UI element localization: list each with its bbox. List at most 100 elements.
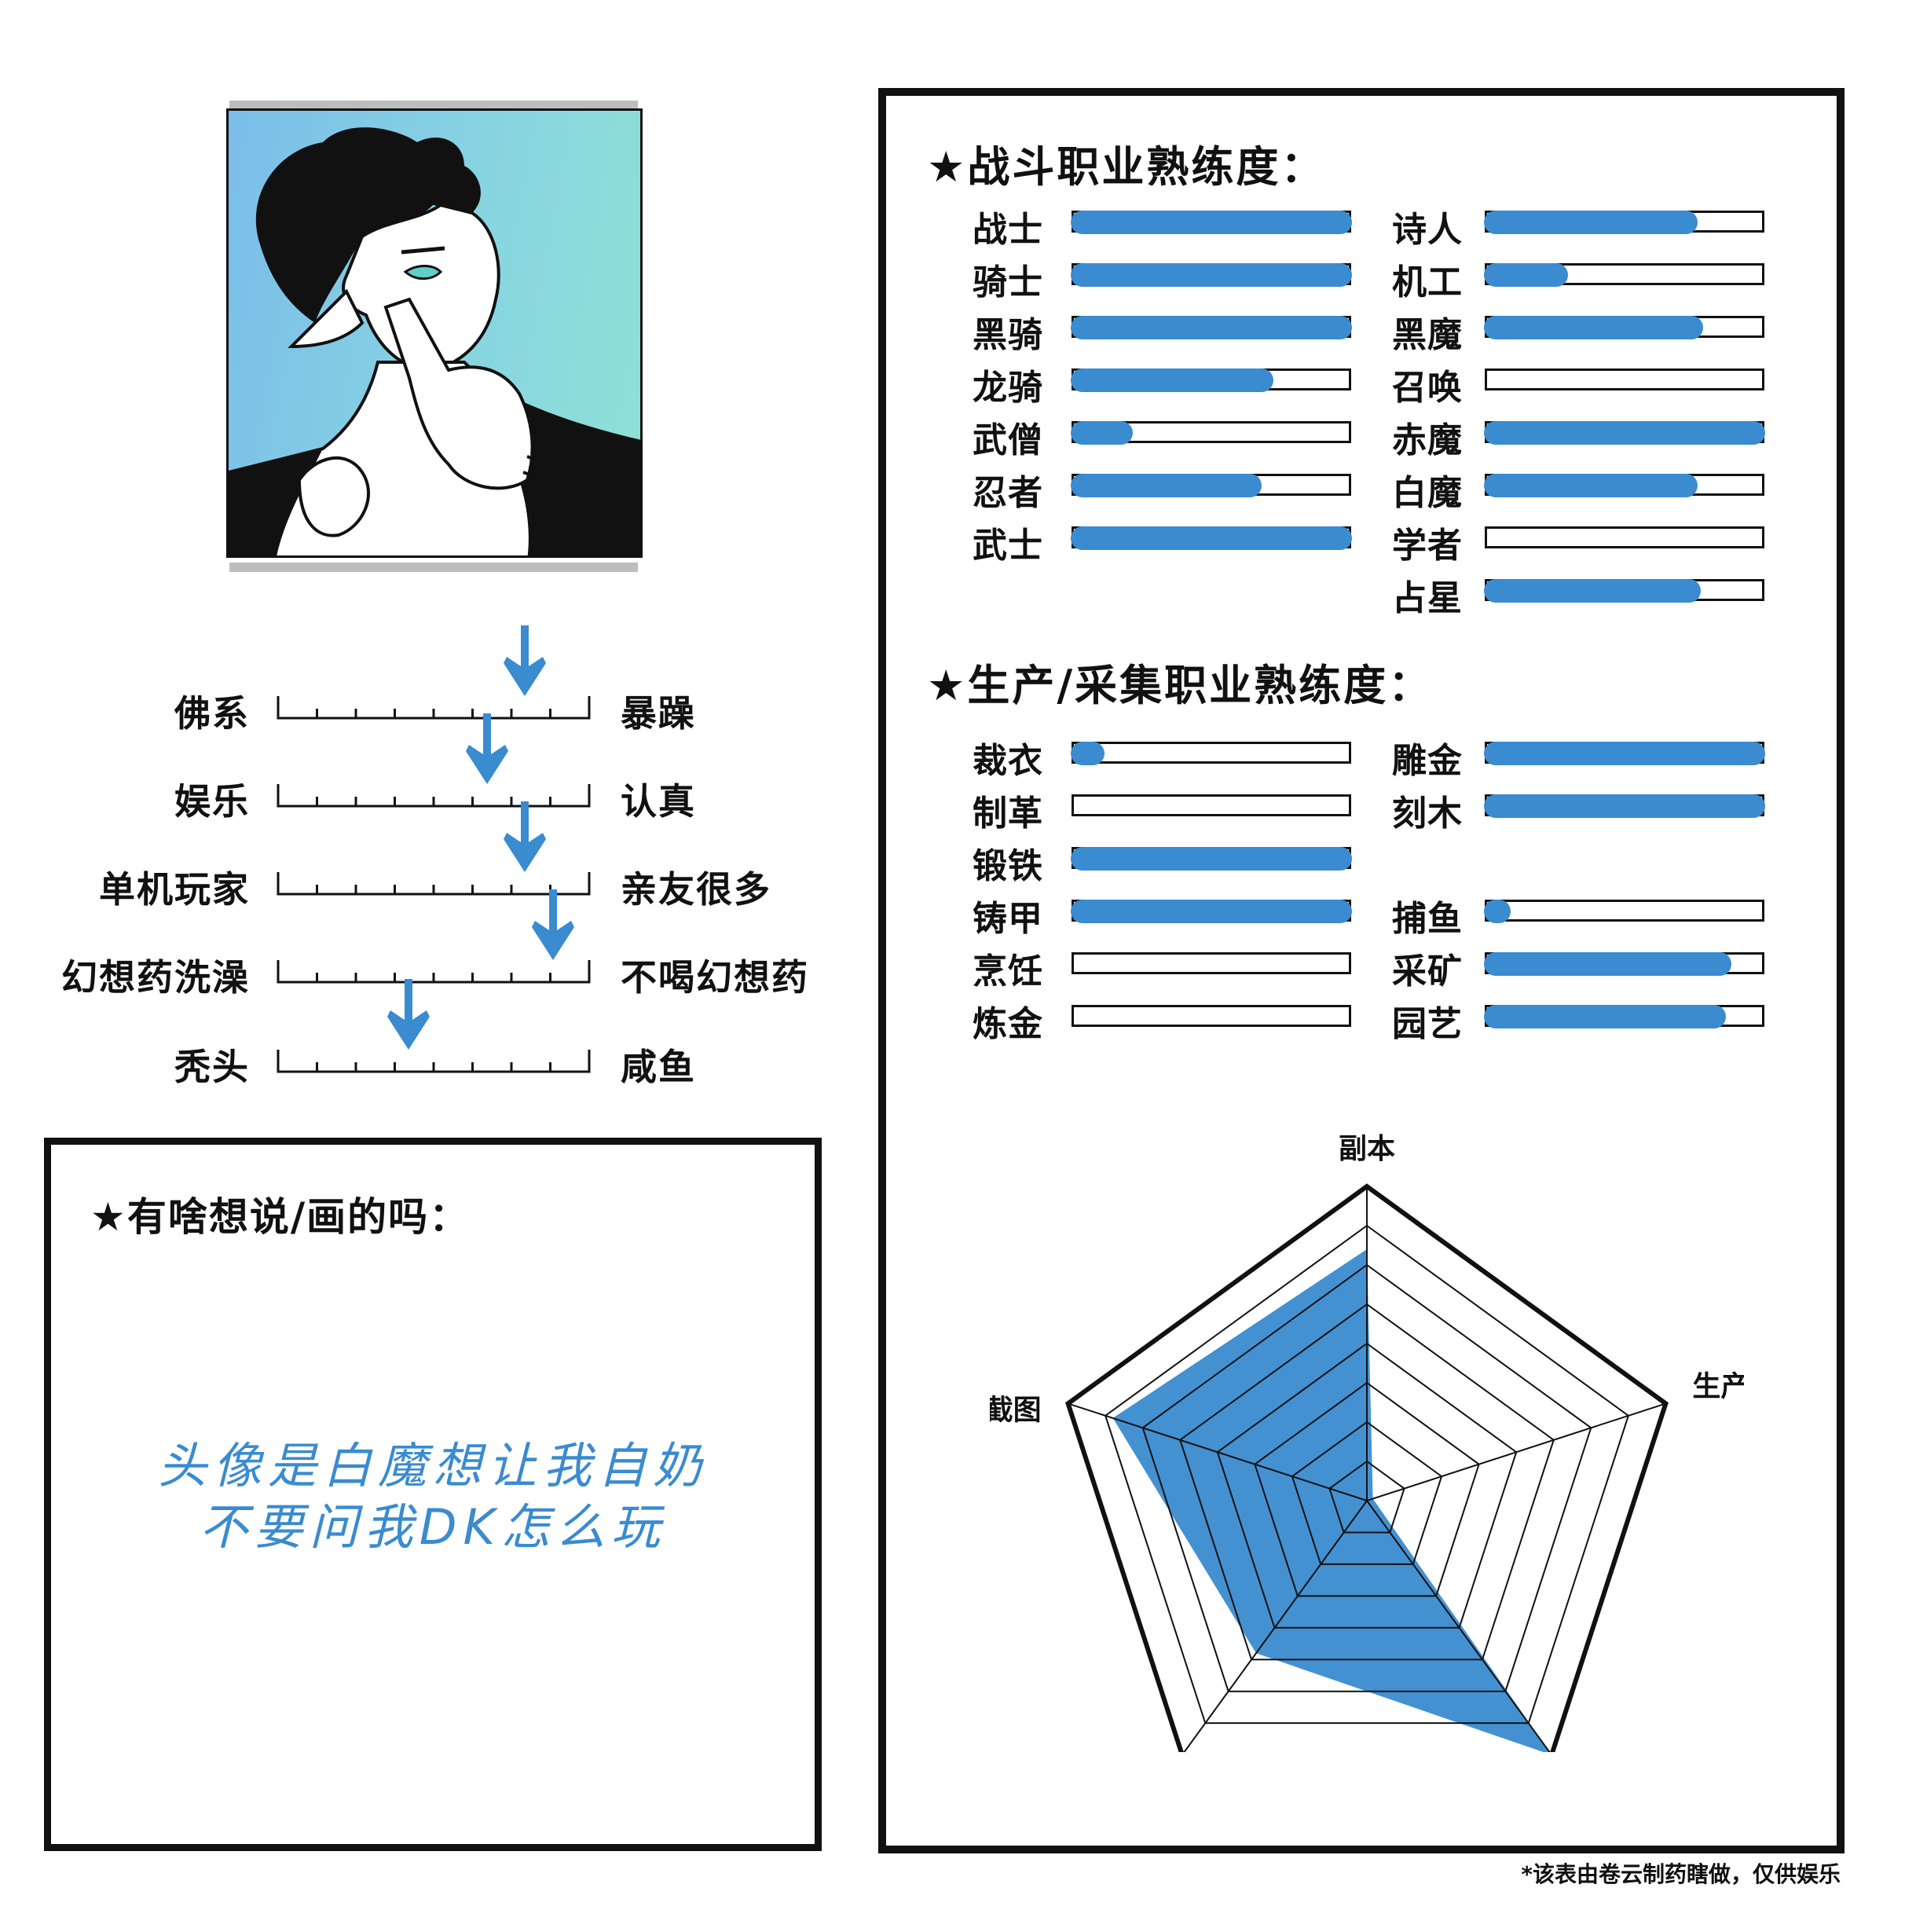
job-label: 学者 [1392,526,1463,566]
radar-grid-ring [1141,1263,1592,1692]
job-progress-bar [1071,211,1352,234]
job-progress-bar [1484,742,1765,765]
radar-series-area [1112,1249,1550,1752]
job-progress-bar [1485,526,1764,548]
job-progress-bar [1485,368,1764,390]
job-progress-fill [1071,900,1352,923]
job-progress-fill [1071,368,1273,392]
job-progress-bar [1071,847,1352,871]
job-label: 武士 [973,526,1043,566]
job-progress-fill [1484,211,1698,234]
job-progress-fill [1071,526,1352,550]
job-progress-bar [1484,211,1764,234]
scale-marker-arrow [504,625,546,696]
job-progress-fill [1484,900,1511,923]
crafting-title: ★生产/采集职业熟练度： [927,661,1434,710]
radar-axis [1068,1402,1368,1501]
comment-title: ★有啥想说/画的吗： [90,1194,471,1240]
radar-grid-ring [1216,1342,1518,1629]
job-progress-fill [1071,263,1352,287]
job-progress-bar [1072,794,1351,816]
job-label: 诗人 [1392,210,1463,250]
avatar-frame [222,101,646,572]
job-progress-fill [1071,474,1262,497]
job-progress-bar [1484,263,1764,287]
job-label: 裁衣 [973,741,1043,781]
job-progress-fill [1484,421,1765,445]
job-progress-bar [1071,900,1352,923]
scale-right-label: 不喝幻想药 [621,956,809,999]
scale-left-label: 秃头 [174,1046,250,1088]
job-progress-bar [1484,794,1765,818]
avatar-shadow-top [229,101,638,110]
job-label: 制革 [973,794,1043,834]
avatar-shadow-bottom [229,563,638,572]
job-label: 锻铁 [973,846,1043,886]
scale-track [277,955,591,984]
job-label: 雕金 [1392,741,1463,781]
avatar-illustration [229,127,640,555]
scale-marker-arrow [532,889,574,960]
job-label: 占星 [1392,578,1463,618]
comment-text: 头像是白魔想让我自奶 不要问我DK怎么玩 [51,1435,815,1558]
footnote: *该表由卷云制药瞎做，仅供娱乐 [1521,1861,1841,1887]
scale-track [277,867,591,896]
job-label: 黑骑 [973,315,1043,355]
comment-line-1: 头像是白魔想让我自奶 [157,1437,708,1494]
scale-marker-arrow [504,801,546,872]
scale-marker-arrow [466,713,508,784]
job-label: 采矿 [1392,951,1463,992]
job-label: 炼金 [973,1004,1043,1044]
combat-title: ★战斗职业熟练度： [927,142,1326,192]
job-label: 召唤 [1392,368,1463,408]
job-progress-bar [1484,900,1764,923]
job-progress-bar [1484,1005,1764,1028]
skills-box: ★战斗职业熟练度： ★生产/采集职业熟练度： 战士 骑士 黑骑 龙骑 武僧 忍者 武士 诗人机… [878,88,1845,1853]
radar-chart: 副本生产挂机PVP截图 [990,1133,1744,1752]
scale-right-label: 暴躁 [621,692,696,735]
scale-track [277,779,591,808]
job-progress-fill [1071,316,1352,339]
job-progress-bar [1071,474,1351,497]
job-progress-fill [1071,847,1352,871]
job-progress-fill [1484,952,1732,976]
radar-axis-label: 生产 [1692,1370,1744,1402]
job-progress-fill [1071,742,1105,765]
job-progress-bar [1484,952,1764,976]
scale-track [277,1045,591,1073]
job-progress-bar [1071,263,1352,287]
job-label: 烹饪 [973,951,1043,992]
job-progress-fill [1484,316,1704,339]
job-label: 战士 [973,210,1043,250]
radar-axis [1183,1500,1368,1752]
job-progress-bar [1484,316,1764,339]
avatar [226,108,643,558]
job-label: 武僧 [973,420,1043,460]
radar-axis [1366,1500,1551,1752]
job-progress-fill [1484,742,1765,765]
job-label: 刻木 [1392,794,1463,834]
job-progress-bar [1071,316,1352,339]
job-label: 捕鱼 [1392,899,1463,939]
radar-grid-ring [1065,1183,1669,1752]
job-progress-bar [1484,474,1764,497]
job-progress-fill [1484,794,1765,818]
comment-line-2: 不要问我DK怎么玩 [199,1498,667,1556]
radar-grid-ring [1104,1224,1630,1725]
job-label: 园艺 [1392,1004,1463,1044]
job-label: 赤魔 [1392,420,1463,460]
job-progress-bar [1072,952,1351,974]
job-label: 骑士 [973,262,1043,302]
job-label: 铸甲 [973,899,1043,939]
job-progress-bar [1071,742,1351,765]
job-progress-bar [1071,368,1351,392]
radar-grid-ring [1328,1460,1405,1534]
scale-right-label: 咸鱼 [621,1046,696,1088]
job-progress-fill [1484,474,1698,497]
scale-left-label: 娱乐 [174,780,250,823]
scale-left-label: 幻想药洗澡 [61,956,250,999]
job-label: 忍者 [973,473,1043,513]
scale-left-label: 佛系 [174,692,250,735]
job-progress-fill [1071,421,1133,445]
scale-track [277,691,591,720]
